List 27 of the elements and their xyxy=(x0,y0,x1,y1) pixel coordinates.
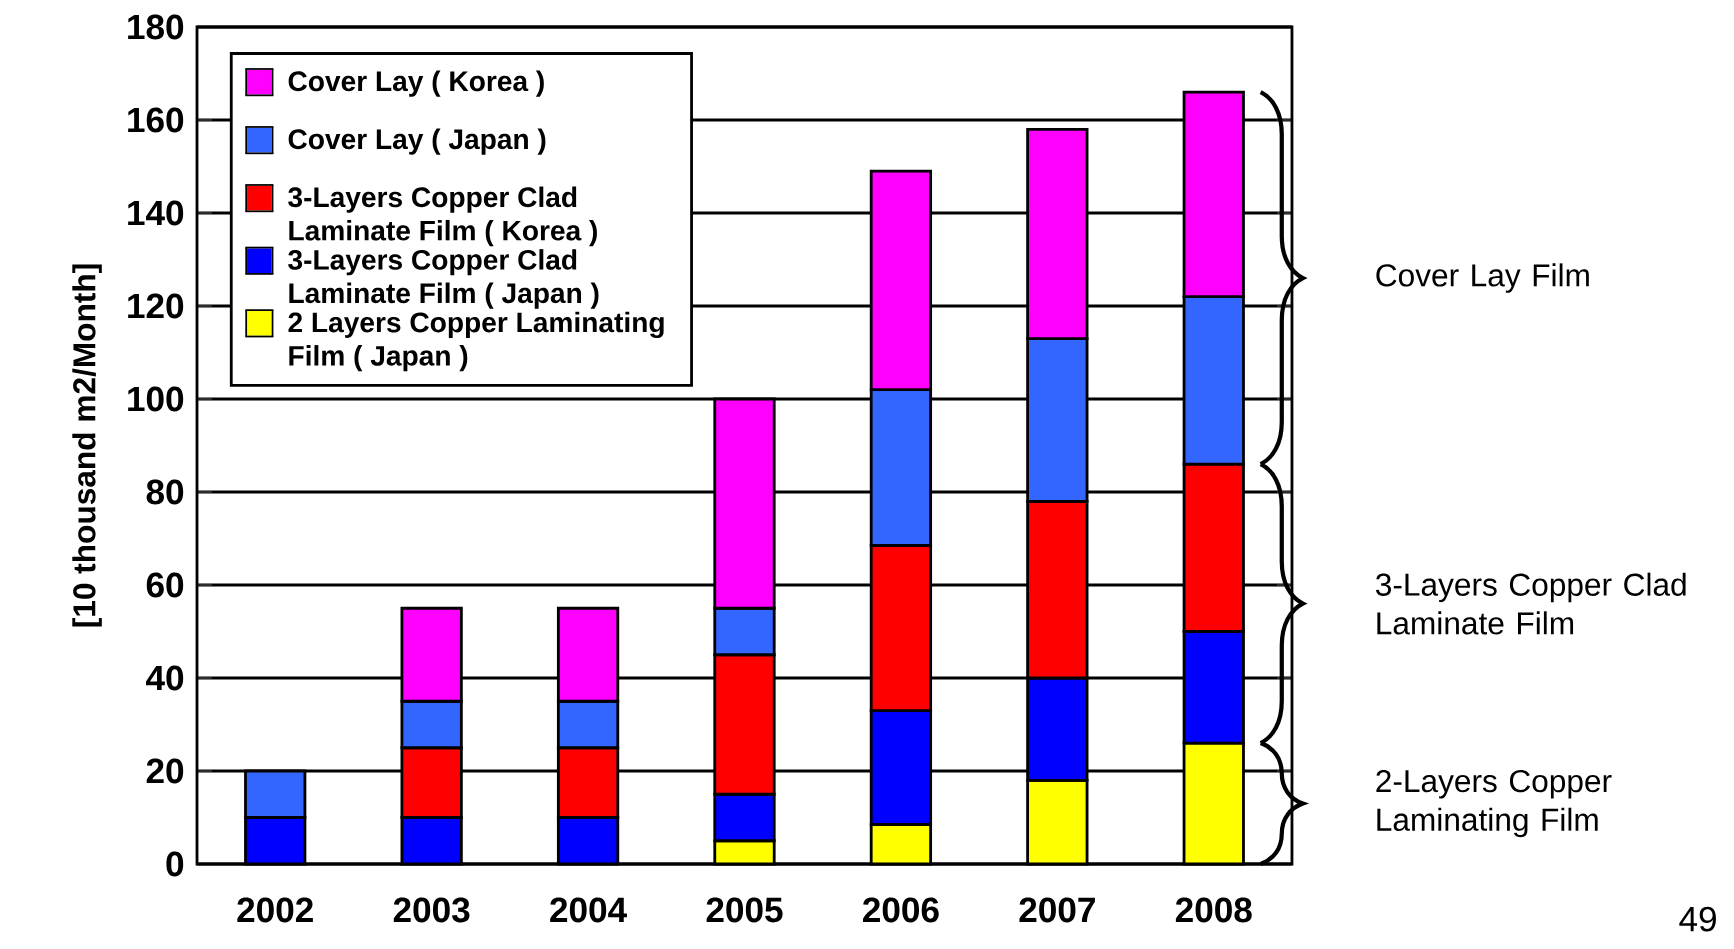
x-tick-label: 2003 xyxy=(393,897,470,923)
text: 49 xyxy=(1679,906,1716,932)
text: 3-Layers Copper Clad Laminate Film xyxy=(1375,572,1686,635)
text: Cover Lay Film xyxy=(1376,263,1589,293)
text: 2-Layers Copper Laminating Film xyxy=(1376,769,1612,838)
y-tick-label: 40 xyxy=(146,665,184,691)
y-tick-label: 120 xyxy=(128,293,184,319)
y-tick-label: 0 xyxy=(166,851,184,877)
y-tick-label: 180 xyxy=(128,14,184,40)
x-tick-label: 2006 xyxy=(863,897,939,923)
y-tick-label: 60 xyxy=(146,572,184,598)
y-tick-label: 80 xyxy=(146,479,184,505)
y-tick-label: 160 xyxy=(128,107,184,133)
legend-label: 2 Layers Copper Laminating Film ( Japan ) xyxy=(288,311,664,372)
y-axis-title: [10 thousand m2/Month] xyxy=(72,264,102,627)
legend-label: 3-Layers Copper Clad Laminate Film ( Japan ) xyxy=(288,249,599,309)
x-tick-label: 2008 xyxy=(1175,897,1252,923)
x-tick-label: 2005 xyxy=(706,897,783,923)
y-tick-label: 140 xyxy=(128,200,184,226)
legend-label: Cover Lay ( Japan ) xyxy=(288,128,546,155)
x-tick-label: 2007 xyxy=(1019,897,1095,923)
x-tick-label: 2004 xyxy=(550,897,627,923)
x-tick-label: 2002 xyxy=(237,897,313,923)
legend-label: 3-Layers Copper Clad Laminate Film ( Korea ) xyxy=(288,186,597,247)
y-tick-label: 100 xyxy=(128,386,184,412)
legend-label: Cover Lay ( Korea ) xyxy=(288,70,544,97)
y-tick-label: 20 xyxy=(146,758,184,784)
